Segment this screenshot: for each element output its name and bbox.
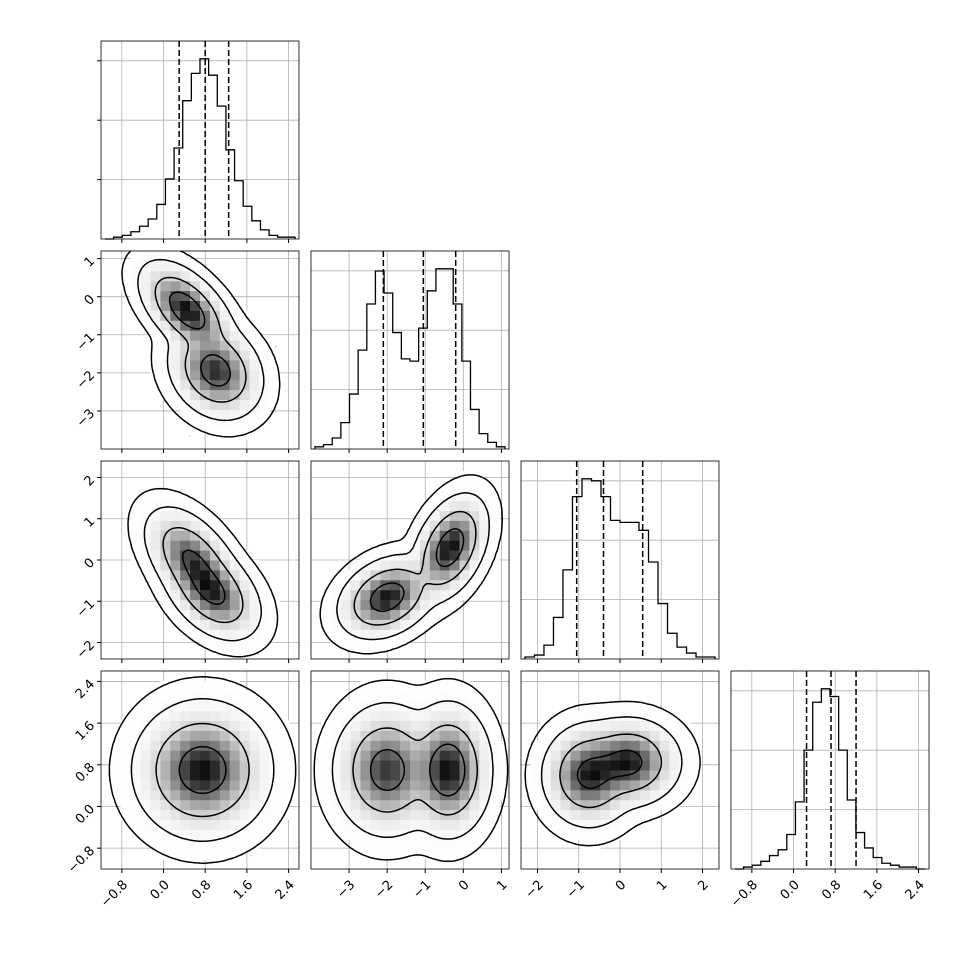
- pair-panel-2-1: [310, 460, 510, 663]
- density-contours: [524, 700, 701, 847]
- panel-frame: [310, 670, 510, 870]
- x-tick-label-2-0: −2: [523, 878, 547, 902]
- corner-plot-panels: −0.8 0.0 0.8 1.6 2.4 −3 −2 −1 0 1 −2 −1 0 1 2 −0.8 0.0 0.…: [65, 40, 930, 911]
- x-tick-label-1-4: 1: [494, 878, 510, 894]
- y-tick-label-2-1: −1: [74, 597, 98, 621]
- x-tick-label-2-4: 2: [695, 878, 711, 894]
- panel-frame: [310, 460, 510, 660]
- density-contours: [319, 474, 503, 655]
- density-shading: [521, 700, 700, 850]
- x-tick-label-2-1: −1: [564, 878, 588, 902]
- pair-panel-3-2: [520, 670, 720, 873]
- x-tick-label-1-2: −1: [410, 878, 434, 902]
- x-tick-label-3-3: 1.6: [861, 878, 886, 903]
- y-tick-label-2-4: 2: [82, 473, 98, 489]
- x-tick-label-0-3: 1.6: [231, 878, 256, 903]
- x-tick-label-3-0: −0.8: [728, 878, 761, 911]
- panel-frame: [100, 460, 300, 660]
- histogram-line-2: [524, 478, 716, 659]
- panel-frame: [310, 250, 510, 450]
- density-contours: [108, 676, 297, 864]
- hist-panel-1: [310, 250, 510, 453]
- y-tick-label-2-0: −2: [74, 638, 98, 662]
- hist-panel-0: [97, 40, 300, 243]
- x-tick-label-3-4: 2.4: [903, 878, 928, 903]
- density-contours: [313, 677, 509, 863]
- x-tick-label-1-3: 0: [456, 878, 472, 894]
- x-tick-label-3-2: 0.8: [819, 878, 844, 903]
- histogram-line-0: [104, 58, 296, 240]
- pair-panel-3-0: [97, 670, 300, 873]
- x-tick-label-3-1: 0.0: [778, 878, 803, 903]
- hist-panel-3: [730, 670, 930, 873]
- y-tick-label-3-0: −0.8: [65, 844, 98, 877]
- panel-frame: [520, 460, 720, 660]
- panel-frame: [100, 40, 300, 240]
- x-tick-label-2-3: 1: [654, 878, 670, 894]
- y-tick-label-2-2: 0: [82, 555, 98, 571]
- y-tick-label-1-0: −3: [74, 406, 98, 430]
- y-tick-label-3-1: 0.0: [73, 802, 98, 827]
- y-tick-label-3-4: 2.4: [73, 677, 98, 702]
- pair-panel-1-0: [97, 250, 300, 453]
- x-tick-label-0-1: 0.0: [148, 878, 173, 903]
- y-tick-label-1-1: −2: [74, 368, 98, 392]
- pair-panel-3-1: [310, 670, 510, 873]
- x-tick-label-0-0: −0.8: [98, 878, 131, 911]
- y-tick-label-2-3: 1: [82, 514, 98, 530]
- x-tick-label-1-1: −2: [372, 878, 396, 902]
- x-tick-label-0-4: 2.4: [273, 878, 298, 903]
- density-shading: [130, 490, 280, 659]
- x-tick-label-0-2: 0.8: [189, 878, 214, 903]
- histogram-line-1: [314, 268, 506, 449]
- density-contours: [121, 251, 281, 438]
- panel-frame: [520, 670, 720, 870]
- panel-frame: [730, 670, 930, 870]
- density-contours: [127, 487, 279, 658]
- x-tick-label-1-0: −3: [334, 878, 358, 902]
- pair-panel-2-0: [97, 460, 300, 663]
- y-tick-label-3-3: 1.6: [73, 719, 98, 744]
- panel-frame: [100, 250, 300, 450]
- y-tick-label-1-4: 1: [82, 254, 98, 270]
- y-tick-label-1-2: −1: [74, 330, 98, 354]
- panel-frame: [100, 670, 300, 870]
- y-tick-label-1-3: 0: [82, 292, 98, 308]
- y-tick-label-3-2: 0.8: [73, 760, 98, 785]
- histogram-line-3: [734, 688, 926, 870]
- hist-panel-2: [520, 460, 720, 663]
- x-tick-label-2-2: 0: [613, 878, 629, 894]
